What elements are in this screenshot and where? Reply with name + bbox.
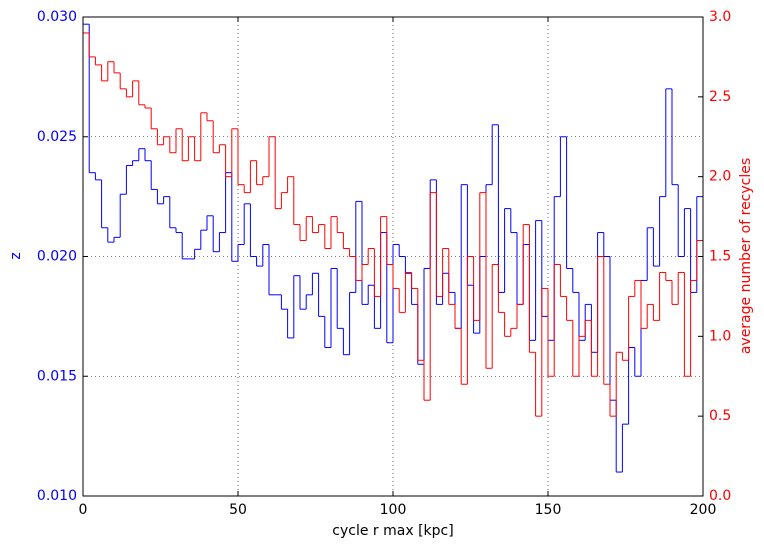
- y-tick-label: 0.025: [37, 129, 77, 145]
- y2-tick-label: 1.5: [709, 249, 731, 265]
- y2-tick-label: 1.0: [709, 328, 731, 344]
- y-axis-label: z: [8, 252, 24, 259]
- y2-tick-label: 2.5: [709, 89, 731, 105]
- y-tick-label: 0.010: [37, 488, 77, 504]
- x-axis-label: cycle r max [kpc]: [332, 523, 453, 539]
- x-tick-label: 100: [380, 502, 407, 518]
- x-tick-label: 0: [79, 502, 88, 518]
- y-tick-label: 0.015: [37, 368, 77, 384]
- y2-axis-label: average number of recycles: [738, 158, 754, 354]
- y-tick-label: 0.030: [37, 9, 77, 25]
- plot-frame: [82, 16, 704, 497]
- x-tick-label: 150: [535, 502, 562, 518]
- y2-tick-label: 0.5: [709, 408, 731, 424]
- x-tick-label: 200: [690, 502, 717, 518]
- y2-tick-label: 3.0: [709, 9, 731, 25]
- y-tick-label: 0.020: [37, 249, 77, 265]
- y2-tick-label: 2.0: [709, 169, 731, 185]
- y2-tick-label: 0.0: [709, 488, 731, 504]
- x-tick-label: 50: [229, 502, 247, 518]
